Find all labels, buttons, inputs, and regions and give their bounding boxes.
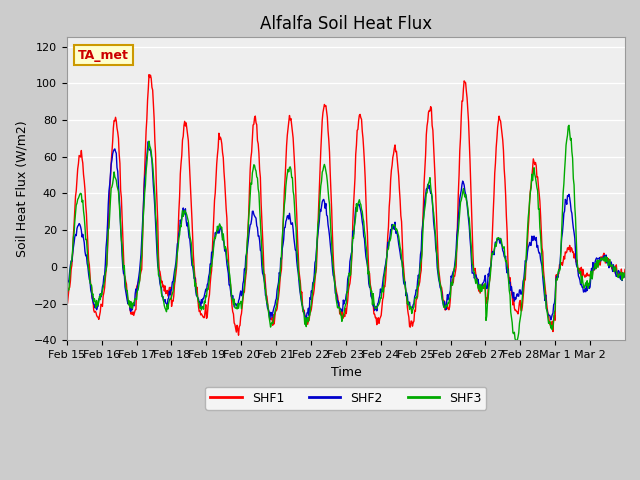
SHF2 <box>302 319 310 325</box>
SHF2 <box>232 300 239 306</box>
SHF1 <box>145 72 153 77</box>
SHF1 <box>235 332 243 338</box>
SHF2 <box>280 225 288 230</box>
SHF3 <box>129 306 136 312</box>
SHF1 <box>405 314 413 320</box>
SHF3 <box>280 216 287 221</box>
SHF2 <box>129 307 136 312</box>
SHF1 <box>63 303 70 309</box>
SHF3 <box>404 301 412 307</box>
Line: SHF2: SHF2 <box>67 142 625 322</box>
SHF3 <box>259 260 266 266</box>
SHF3 <box>565 122 573 128</box>
SHF2 <box>63 291 70 297</box>
SHF1 <box>621 266 629 272</box>
Title: Alfalfa Soil Heat Flux: Alfalfa Soil Heat Flux <box>260 15 432 33</box>
SHF1 <box>129 312 136 317</box>
SHF2 <box>436 285 444 290</box>
SHF1 <box>281 175 289 180</box>
Line: SHF3: SHF3 <box>67 125 625 344</box>
SHF1 <box>436 279 444 285</box>
SHF2 <box>145 139 152 144</box>
X-axis label: Time: Time <box>330 366 361 379</box>
Text: TA_met: TA_met <box>78 48 129 61</box>
Y-axis label: Soil Heat Flux (W/m2): Soil Heat Flux (W/m2) <box>15 120 28 257</box>
SHF2 <box>405 301 413 307</box>
SHF3 <box>513 341 520 347</box>
SHF3 <box>231 305 239 311</box>
SHF2 <box>621 275 629 280</box>
SHF1 <box>232 325 239 331</box>
SHF3 <box>621 270 629 276</box>
SHF1 <box>260 271 268 277</box>
Legend: SHF1, SHF2, SHF3: SHF1, SHF2, SHF3 <box>205 387 486 410</box>
SHF3 <box>435 272 442 277</box>
SHF3 <box>63 289 70 295</box>
SHF2 <box>259 272 267 278</box>
Line: SHF1: SHF1 <box>67 74 625 335</box>
